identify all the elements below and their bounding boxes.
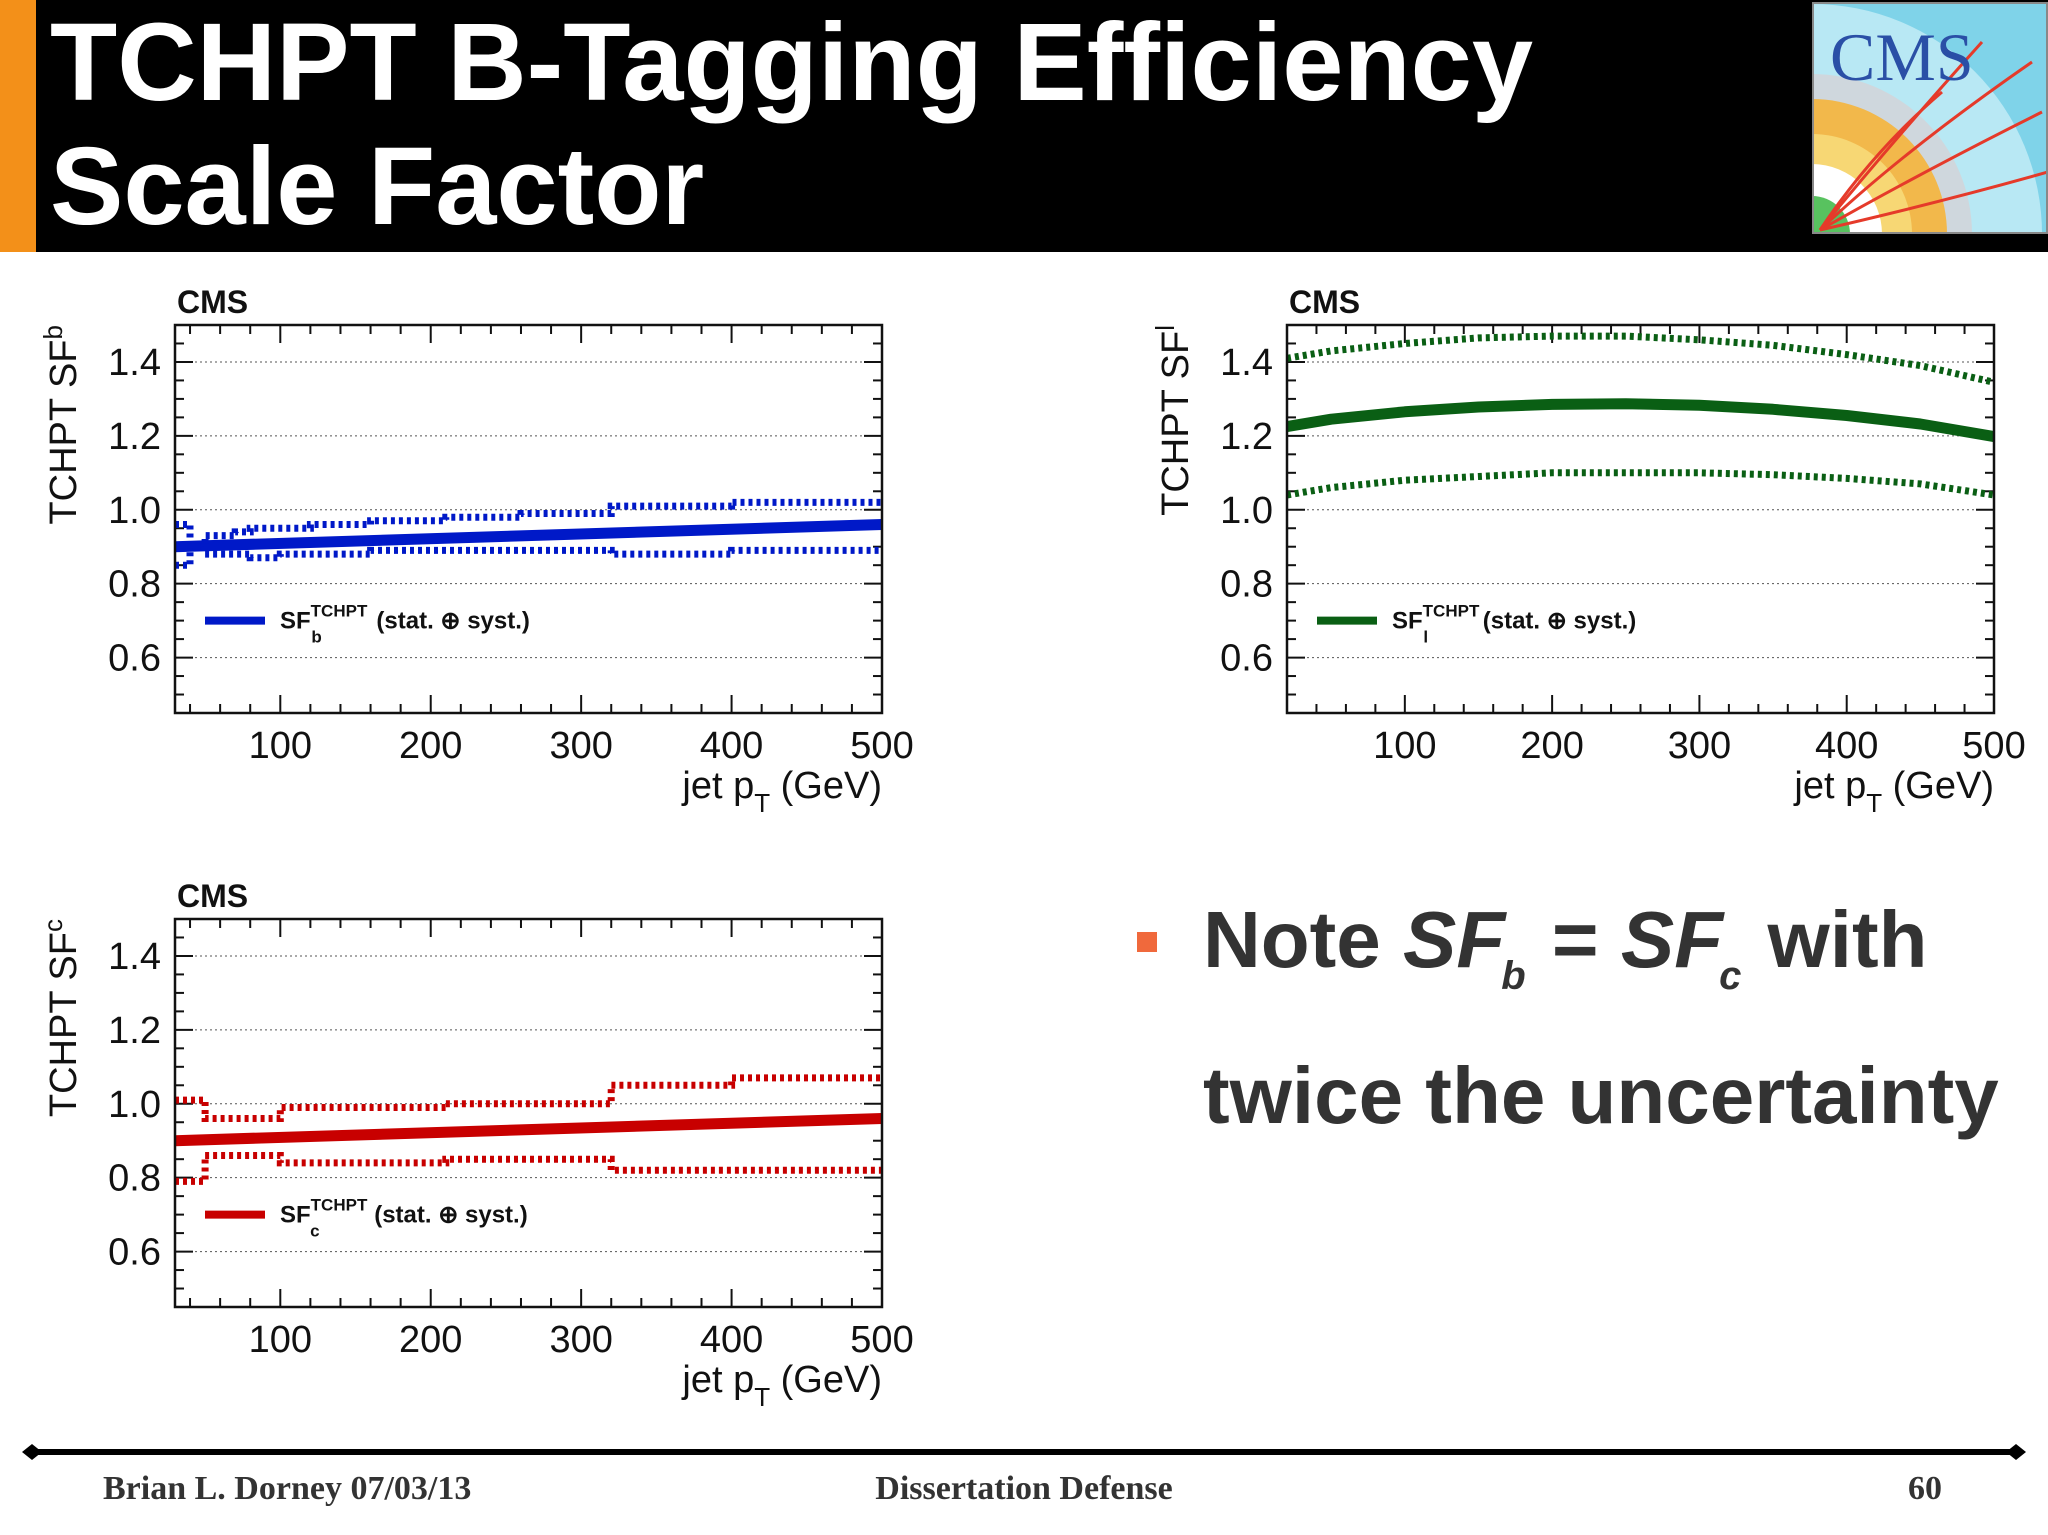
series-line-sfl-central <box>1286 398 1995 443</box>
y-tick-label: 1.0 <box>1220 490 1273 532</box>
series-line-sfl-lower <box>1286 469 1995 499</box>
slide-title-line-1: TCHPT B-Tagging Efficiency <box>50 1 1534 124</box>
x-tick-label: 500 <box>850 725 913 767</box>
legend-label-sfb: SFTCHPT b (stat. ⊕ syst.) <box>280 602 530 647</box>
x-tick-label: 100 <box>1373 725 1436 767</box>
y-tick-label: 1.4 <box>108 342 161 384</box>
y-axis-title: TCHPT SFc <box>38 919 85 1117</box>
series-line-sfc-upper <box>175 1074 882 1122</box>
y-tick-label: 1.2 <box>108 416 161 458</box>
plot-frame <box>173 917 884 1309</box>
title-bar <box>0 0 2048 252</box>
x-tick-label: 100 <box>249 1319 312 1361</box>
y-tick-label: 1.4 <box>108 936 161 978</box>
note-sf-b: SF <box>1403 895 1506 984</box>
x-tick-label: 500 <box>1962 725 2025 767</box>
note-sub-b: b <box>1501 954 1526 998</box>
note-text: Note SFb = SFc with twice the uncertaint… <box>1203 880 1999 1156</box>
y-axis-title: TCHPT SFl <box>1150 325 1197 516</box>
y-tick-label: 0.8 <box>108 1158 161 1200</box>
note-sub-c: c <box>1719 954 1742 998</box>
sfc-chart: 0.6 0.8 1.0 1.2 1.4 100 200 300 400 500 CMS jet pT … <box>38 878 914 1412</box>
series-line-sfc-lower <box>175 1152 882 1185</box>
page-number: 60 <box>1908 1470 1942 1507</box>
footer-event: Dissertation Defense <box>875 1470 1173 1507</box>
series-line-sfb-upper <box>175 498 882 551</box>
y-tick-label: 1.2 <box>108 1010 161 1052</box>
x-tick-label: 300 <box>549 725 612 767</box>
series-line-sfb-central <box>174 519 883 553</box>
x-tick-label: 300 <box>1668 725 1731 767</box>
footer-diamond-right-icon <box>2006 1444 2026 1460</box>
cms-label: CMS <box>177 878 248 914</box>
y-axis-title: TCHPT SFb <box>38 325 85 525</box>
legend-label-sfl: SFTCHPT l (stat. ⊕ syst.) <box>1392 602 1636 647</box>
x-tick-label: 200 <box>399 725 462 767</box>
series-line-sfb-lower <box>175 543 882 569</box>
x-tick-label: 500 <box>850 1319 913 1361</box>
cms-logo-text: CMS <box>1830 19 1974 95</box>
note-line-2: twice the uncertainty <box>1203 1051 1999 1140</box>
plot-frame <box>173 323 884 715</box>
plot-frame <box>1285 323 1996 715</box>
y-tick-label: 1.0 <box>108 1084 161 1126</box>
y-tick-label: 0.6 <box>108 1232 161 1274</box>
title-accent-bar <box>0 0 36 252</box>
footer-divider <box>22 1444 2026 1460</box>
series-line-sfc-central <box>174 1113 883 1147</box>
y-tick-label: 1.2 <box>1220 416 1273 458</box>
slide-title-line-2: Scale Factor <box>50 125 705 248</box>
series-line-sfl-upper <box>1286 332 1995 386</box>
x-tick-label: 400 <box>700 1319 763 1361</box>
y-tick-label: 0.6 <box>108 638 161 680</box>
footer-diamond-left-icon <box>22 1444 42 1460</box>
sfl-chart: 0.6 0.8 1.0 1.2 1.4 100 200 300 400 500 CMS jet pT … <box>1150 284 2026 818</box>
y-tick-label: 0.8 <box>1220 564 1273 606</box>
x-tick-label: 300 <box>549 1319 612 1361</box>
x-tick-label: 400 <box>700 725 763 767</box>
y-tick-label: 0.6 <box>1220 638 1273 680</box>
sfb-chart: 0.6 0.8 1.0 1.2 1.4 100 200 300 400 500 CMS jet pT … <box>38 284 914 818</box>
note-suffix: with <box>1745 895 1928 984</box>
y-tick-label: 1.4 <box>1220 342 1273 384</box>
x-tick-label: 400 <box>1815 725 1878 767</box>
legend-label-sfc: SFTCHPT c (stat. ⊕ syst.) <box>280 1196 528 1241</box>
cms-label: CMS <box>177 284 248 320</box>
x-axis-title: jet pT (GeV) <box>681 765 882 818</box>
x-tick-label: 200 <box>1520 725 1583 767</box>
cms-logo: CMS <box>1812 2 2048 234</box>
note-equals: = <box>1529 895 1621 984</box>
bullet-icon <box>1137 932 1157 952</box>
y-tick-label: 0.8 <box>108 564 161 606</box>
footer-author-date: Brian L. Dorney 07/03/13 <box>103 1470 472 1507</box>
x-tick-label: 100 <box>249 725 312 767</box>
x-axis-title: jet pT (GeV) <box>681 1359 882 1412</box>
note-line-1: Note SFb = SFc with <box>1203 880 1999 1036</box>
x-tick-label: 200 <box>399 1319 462 1361</box>
y-tick-label: 1.0 <box>108 490 161 532</box>
note-sf-c: SF <box>1620 895 1724 984</box>
cms-label: CMS <box>1289 284 1360 320</box>
note-prefix: Note <box>1203 895 1403 984</box>
x-axis-title: jet pT (GeV) <box>1793 765 1994 818</box>
